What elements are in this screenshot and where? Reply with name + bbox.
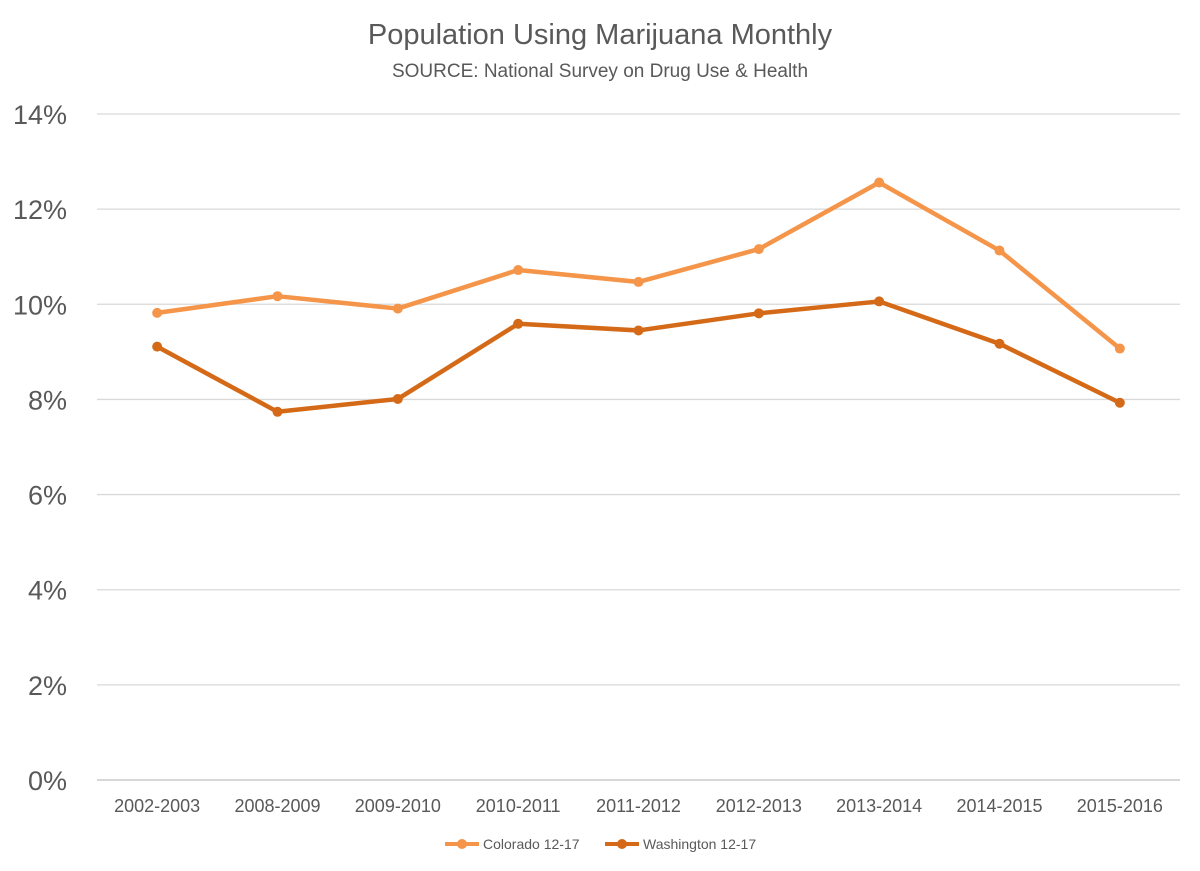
data-point	[152, 341, 163, 352]
legend-swatch-marker	[457, 839, 467, 849]
data-point	[513, 265, 524, 276]
x-tick-label: 2011-2012	[596, 796, 681, 816]
data-point	[1114, 343, 1125, 354]
legend-label: Washington 12-17	[643, 836, 756, 852]
data-point	[513, 318, 524, 329]
y-tick-label: 14%	[13, 100, 67, 130]
data-point	[874, 296, 885, 307]
legend-item: Washington 12-17	[605, 836, 756, 852]
data-point	[392, 393, 403, 404]
y-tick-label: 0%	[28, 766, 67, 796]
series-layer	[152, 177, 1125, 417]
legend-swatch-marker	[617, 839, 627, 849]
data-point	[633, 276, 644, 287]
x-tick-label: 2012-2013	[716, 796, 802, 816]
y-tick-label: 8%	[28, 385, 67, 415]
legend: Colorado 12-17 Washington 12-17	[445, 836, 756, 852]
x-tick-label: 2002-2003	[114, 796, 200, 816]
x-tick-label: 2014-2015	[956, 796, 1042, 816]
data-point	[272, 291, 283, 302]
y-tick-label: 2%	[28, 671, 67, 701]
legend-label: Colorado 12-17	[483, 836, 580, 852]
data-point	[874, 177, 885, 188]
y-tick-label: 10%	[13, 290, 67, 320]
x-tick-label: 2015-2016	[1077, 796, 1163, 816]
x-axis-tick-labels: 2002-2003 2008-2009 2009-2010 2010-2011 2011…	[114, 796, 1163, 816]
data-point	[753, 308, 764, 319]
data-point	[392, 303, 403, 314]
x-tick-label: 2008-2009	[234, 796, 320, 816]
chart-title: Population Using Marijuana Monthly	[368, 19, 833, 51]
chart-subtitle: SOURCE: National Survey on Drug Use & He…	[392, 61, 808, 82]
y-tick-label: 6%	[28, 481, 67, 511]
data-point	[753, 244, 764, 255]
x-tick-label: 2010-2011	[476, 796, 561, 816]
x-tick-label: 2013-2014	[836, 796, 922, 816]
data-point	[152, 307, 163, 318]
data-point	[994, 338, 1005, 349]
series-1	[152, 296, 1125, 417]
y-tick-label: 12%	[13, 195, 67, 225]
data-point	[994, 245, 1005, 256]
x-tick-label: 2009-2010	[355, 796, 441, 816]
data-point	[633, 325, 644, 336]
y-tick-label: 4%	[28, 576, 67, 606]
gridlines	[97, 113, 1180, 781]
legend-item: Colorado 12-17	[445, 836, 580, 852]
series-0	[152, 177, 1125, 354]
y-axis-tick-labels: 0% 2% 4% 6% 8% 10% 12% 14%	[13, 100, 67, 796]
data-point	[1114, 397, 1125, 408]
data-point	[272, 406, 283, 417]
